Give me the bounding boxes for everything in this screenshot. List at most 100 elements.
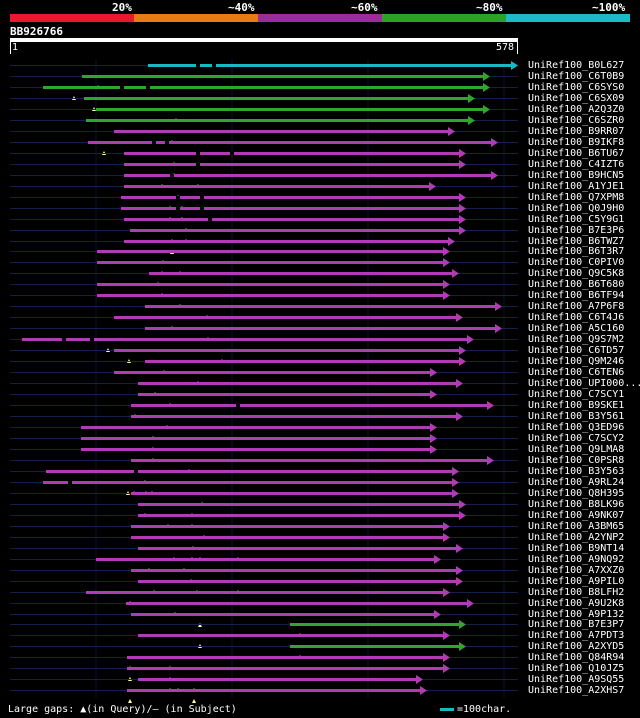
hit-arrowhead — [459, 346, 466, 355]
hit-label[interactable]: UniRef100_A2XHS7 — [528, 685, 625, 696]
hit-label[interactable]: UniRef100_A9NK07 — [528, 510, 625, 521]
hit-arrowhead — [430, 434, 437, 443]
hit-arrowhead — [459, 193, 466, 202]
hit-arrowhead — [443, 631, 450, 640]
hit-label[interactable]: UniRef100_B6TU67 — [528, 148, 625, 159]
hit-label[interactable]: UniRef100_C0PIV0 — [528, 257, 625, 268]
color-seg-cyan — [506, 14, 630, 22]
hit-label[interactable]: UniRef100_B6T3R7 — [528, 246, 625, 257]
hit-arrowhead — [468, 94, 475, 103]
hit-arrowhead — [459, 160, 466, 169]
hit-label[interactable]: UniRef100_C7SCY2 — [528, 433, 625, 444]
hit-label[interactable]: UniRef100_C5Y9G1 — [528, 214, 625, 225]
hit-label[interactable]: UniRef100_Q3ED96 — [528, 422, 625, 433]
subject-gap-mark — [196, 163, 200, 166]
hit-label[interactable]: UniRef100_Q10JZ5 — [528, 663, 625, 674]
hit-label[interactable]: UniRef100_B7E3P7 — [528, 619, 625, 630]
hit-label[interactable]: UniRef100_A5C160 — [528, 323, 625, 334]
scale-line — [440, 707, 454, 711]
hit-label[interactable]: UniRef100_C6SYS0 — [528, 82, 625, 93]
hit-label[interactable]: UniRef100_A9RL24 — [528, 477, 625, 488]
hit-label[interactable]: UniRef100_C6TEN6 — [528, 367, 625, 378]
hit-arrowhead — [430, 390, 437, 399]
hit-label[interactable]: UniRef100_B6T680 — [528, 279, 625, 290]
hit-label[interactable]: UniRef100_UPI000... — [528, 378, 640, 389]
hit-label[interactable]: UniRef100_A9P132 — [528, 609, 625, 620]
hit-label[interactable]: UniRef100_A9PIL0 — [528, 576, 625, 587]
hit-label[interactable]: UniRef100_B6TF94 — [528, 290, 625, 301]
hit-label[interactable]: UniRef100_B9NT14 — [528, 543, 625, 554]
hit-label[interactable]: UniRef100_A7XXZ0 — [528, 565, 625, 576]
hit-arrowhead — [416, 675, 423, 684]
subject-gap-mark — [200, 207, 204, 210]
hit-label[interactable]: UniRef100_A3BM65 — [528, 521, 625, 532]
hit-label[interactable]: UniRef100_B9HCN5 — [528, 170, 625, 181]
hit-label[interactable]: UniRef100_Q9S7M2 — [528, 334, 625, 345]
hit-label[interactable]: UniRef100_A7PDT3 — [528, 630, 625, 641]
hit-arrowhead — [511, 61, 518, 70]
hit-label[interactable]: UniRef100_A2YNP2 — [528, 532, 625, 543]
query-gap-triangle — [192, 699, 196, 703]
hit-arrowhead — [443, 522, 450, 531]
hit-label[interactable]: UniRef100_B3Y561 — [528, 411, 625, 422]
hit-label[interactable]: UniRef100_A7P6F8 — [528, 301, 625, 312]
subject-gap-mark — [230, 152, 234, 155]
hit-label[interactable]: UniRef100_C6SZR0 — [528, 115, 625, 126]
hit-label[interactable]: UniRef100_B3Y563 — [528, 466, 625, 477]
hit-arrowhead — [459, 357, 466, 366]
hit-label[interactable]: UniRef100_A9U2K8 — [528, 598, 625, 609]
hit-label[interactable]: UniRef100_B8LFH2 — [528, 587, 625, 598]
hit-arrowhead — [491, 171, 498, 180]
subject-gap-mark — [165, 141, 169, 144]
hit-label[interactable]: UniRef100_Q9M246 — [528, 356, 625, 367]
hit-label[interactable]: UniRef100_Q9LMA8 — [528, 444, 625, 455]
subject-gap-mark — [176, 207, 180, 210]
hit-label[interactable]: UniRef100_B9IKF8 — [528, 137, 625, 148]
hit-label[interactable]: UniRef100_Q7XPM8 — [528, 192, 625, 203]
hit-arrowhead — [459, 620, 466, 629]
hit-label[interactable]: UniRef100_B9SKE1 — [528, 400, 625, 411]
hit-label[interactable]: UniRef100_C6T0B9 — [528, 71, 625, 82]
hit-label[interactable]: UniRef100_B0L627 — [528, 60, 625, 71]
hit-arrowhead — [456, 313, 463, 322]
color-seg-red — [10, 14, 134, 22]
hit-label[interactable]: UniRef100_Q0J9H0 — [528, 203, 625, 214]
hit-arrowhead — [459, 215, 466, 224]
hit-label[interactable]: UniRef100_A2XYD5 — [528, 641, 625, 652]
hit-label[interactable]: UniRef100_B6TWZ7 — [528, 236, 625, 247]
subject-gap-mark — [212, 64, 216, 67]
hit-label[interactable]: UniRef100_A9NQ92 — [528, 554, 625, 565]
hit-label[interactable]: UniRef100_B9RR07 — [528, 126, 625, 137]
hit-arrowhead — [491, 138, 498, 147]
query-id: BB926766 — [10, 25, 63, 38]
hit-arrowhead — [443, 653, 450, 662]
hit-label[interactable]: UniRef100_Q84R94 — [528, 652, 625, 663]
hit-arrowhead — [448, 237, 455, 246]
hit-label[interactable]: UniRef100_C6TD57 — [528, 345, 625, 356]
hit-arrowhead — [468, 116, 475, 125]
hit-label[interactable]: UniRef100_B7E3P6 — [528, 225, 625, 236]
hit-arrowhead — [452, 269, 459, 278]
hit-label[interactable]: UniRef100_C6T4J6 — [528, 312, 625, 323]
hit-label[interactable]: UniRef100_A9SQ55 — [528, 674, 625, 685]
hit-label[interactable]: UniRef100_Q9C5K8 — [528, 268, 625, 279]
hit-label[interactable]: UniRef100_C6SX09 — [528, 93, 625, 104]
hit-arrowhead — [430, 368, 437, 377]
hit-arrowhead — [487, 401, 494, 410]
color-seg-orange — [134, 14, 258, 22]
scale-text: =100char. — [457, 704, 512, 715]
hit-label[interactable]: UniRef100_A2Q3Z0 — [528, 104, 625, 115]
hit-arrowhead — [434, 555, 441, 564]
legend-label-20: 20% — [112, 1, 132, 14]
hit-label[interactable]: UniRef100_A1YJE1 — [528, 181, 625, 192]
hit-arrowhead — [483, 72, 490, 81]
hit-label[interactable]: UniRef100_C7SCY1 — [528, 389, 625, 400]
hit-arrowhead — [443, 588, 450, 597]
color-seg-green — [382, 14, 506, 22]
query-start: 1 — [12, 42, 19, 53]
hit-label[interactable]: UniRef100_B8LK96 — [528, 499, 625, 510]
hit-label[interactable]: UniRef100_Q8H395 — [528, 488, 625, 499]
hit-label[interactable]: UniRef100_C0PSR8 — [528, 455, 625, 466]
subject-gap-mark — [236, 404, 240, 407]
hit-label[interactable]: UniRef100_C4IZT6 — [528, 159, 625, 170]
